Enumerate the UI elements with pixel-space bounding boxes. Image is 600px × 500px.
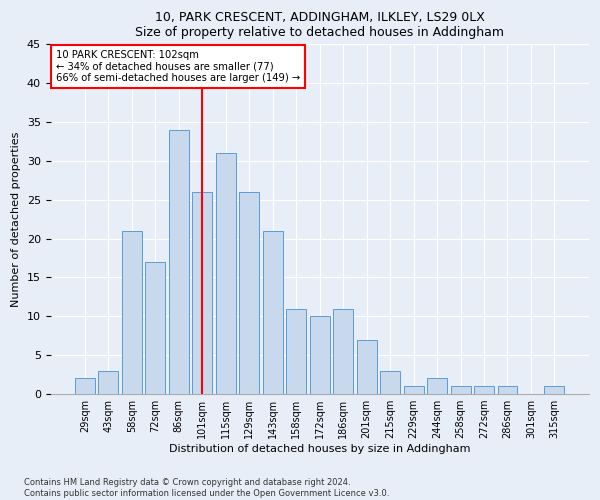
Bar	[75, 378, 95, 394]
X-axis label: Distribution of detached houses by size in Addingham: Distribution of detached houses by size …	[169, 444, 470, 454]
Y-axis label: Number of detached properties: Number of detached properties	[11, 132, 21, 307]
Bar	[193, 192, 212, 394]
Bar	[286, 308, 306, 394]
Text: 10 PARK CRESCENT: 102sqm
← 34% of detached houses are smaller (77)
66% of semi-d: 10 PARK CRESCENT: 102sqm ← 34% of detach…	[56, 50, 300, 83]
Bar	[427, 378, 447, 394]
Bar	[216, 153, 236, 394]
Bar	[145, 262, 166, 394]
Bar	[544, 386, 565, 394]
Bar	[404, 386, 424, 394]
Title: 10, PARK CRESCENT, ADDINGHAM, ILKLEY, LS29 0LX
Size of property relative to deta: 10, PARK CRESCENT, ADDINGHAM, ILKLEY, LS…	[135, 11, 504, 39]
Bar	[451, 386, 470, 394]
Bar	[98, 370, 118, 394]
Bar	[474, 386, 494, 394]
Bar	[239, 192, 259, 394]
Bar	[263, 231, 283, 394]
Bar	[122, 231, 142, 394]
Bar	[310, 316, 329, 394]
Bar	[169, 130, 189, 394]
Bar	[333, 308, 353, 394]
Text: Contains HM Land Registry data © Crown copyright and database right 2024.
Contai: Contains HM Land Registry data © Crown c…	[24, 478, 389, 498]
Bar	[497, 386, 517, 394]
Bar	[356, 340, 377, 394]
Bar	[380, 370, 400, 394]
